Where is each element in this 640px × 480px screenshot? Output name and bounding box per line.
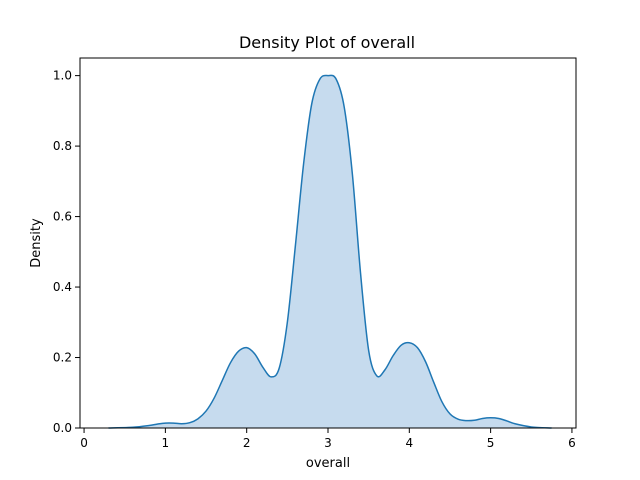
y-tick-label: 0.6 — [53, 210, 72, 224]
y-tick-label: 1.0 — [53, 69, 72, 83]
x-tick-label: 6 — [568, 436, 576, 450]
y-tick-label: 0.0 — [53, 421, 72, 435]
y-tick-label: 0.4 — [53, 280, 72, 294]
density-curve-line — [108, 74, 552, 429]
x-tick-label: 1 — [162, 436, 170, 450]
x-tick-label: 2 — [243, 436, 251, 450]
x-tick-label: 0 — [80, 436, 88, 450]
density-area-fill — [108, 75, 552, 428]
x-tick-label: 4 — [405, 436, 413, 450]
x-tick-label: 3 — [324, 436, 332, 450]
x-tick-label: 5 — [487, 436, 495, 450]
y-axis-label: Density — [29, 218, 44, 268]
y-tick-label: 0.8 — [53, 139, 72, 153]
y-tick-label: 0.2 — [53, 351, 72, 365]
chart-title: Density Plot of overall — [239, 33, 415, 52]
x-axis-label: overall — [306, 456, 350, 471]
